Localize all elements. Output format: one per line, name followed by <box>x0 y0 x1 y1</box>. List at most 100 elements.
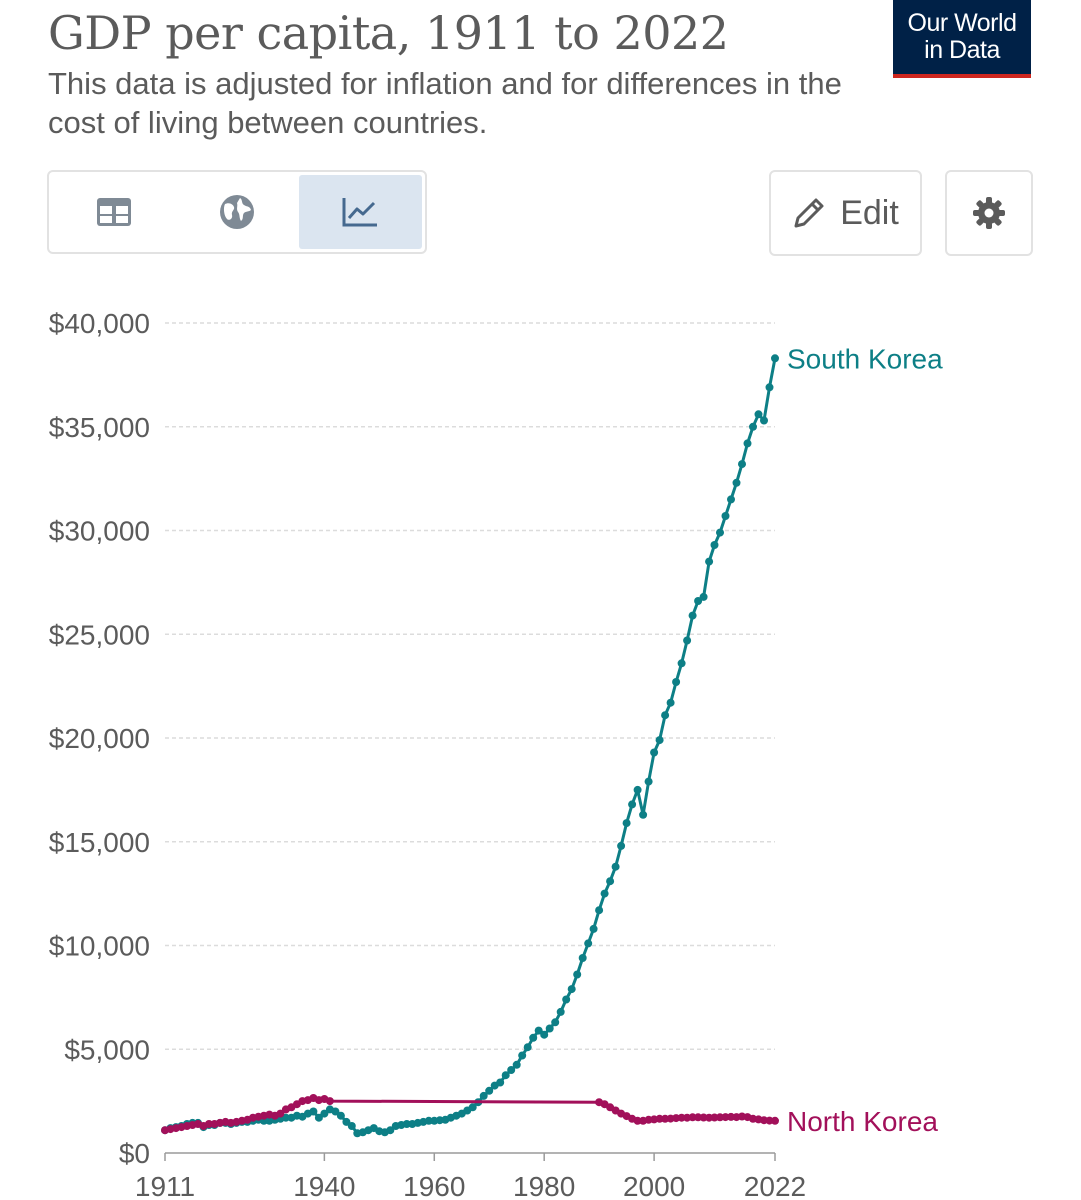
south-korea-point <box>710 541 719 549</box>
logo-line-1: Our World <box>907 9 1017 37</box>
y-tick-label: $0 <box>119 1138 150 1169</box>
south-korea-point <box>336 1111 345 1120</box>
south-korea-point <box>600 889 609 898</box>
south-korea-point <box>309 1107 318 1116</box>
south-korea-point <box>699 592 708 601</box>
south-korea-point <box>518 1051 527 1060</box>
south-korea-point <box>705 557 714 566</box>
south-korea-point <box>402 1120 411 1128</box>
x-tick-label: 2000 <box>623 1171 685 1200</box>
north-korea-point <box>771 1116 779 1125</box>
south-korea-point <box>496 1078 505 1087</box>
south-korea-point <box>650 748 659 757</box>
south-korea-point <box>760 416 768 425</box>
logo-line-2: in Data <box>924 36 1000 64</box>
y-tick-label: $25,000 <box>49 619 150 650</box>
x-tick-label: 1911 <box>135 1171 195 1200</box>
south-korea-point <box>595 906 604 915</box>
south-korea-point <box>743 439 752 448</box>
south-korea-point <box>611 862 620 871</box>
north-korea-point <box>677 1113 686 1122</box>
south-korea-point <box>479 1091 488 1100</box>
south-korea-point <box>683 636 692 645</box>
chart-subtitle: This data is adjusted for inflation and … <box>48 66 842 140</box>
settings-button[interactable] <box>945 170 1033 256</box>
owid-logo[interactable]: Our World in Data <box>893 0 1031 78</box>
y-tick-label: $10,000 <box>49 931 150 962</box>
south-korea-point <box>331 1107 340 1116</box>
south-korea-point <box>523 1043 532 1052</box>
south-korea-point <box>485 1086 494 1095</box>
y-tick-label: $20,000 <box>49 723 150 754</box>
north-korea-point <box>633 1116 642 1125</box>
south-korea-point <box>644 777 653 786</box>
y-tick-label: $5,000 <box>64 1034 150 1065</box>
south-korea-point <box>584 939 593 948</box>
south-korea-point <box>556 1007 565 1016</box>
tab-chart[interactable] <box>298 175 422 249</box>
y-tick-label: $30,000 <box>49 516 150 547</box>
south-korea-point <box>320 1109 329 1118</box>
y-tick-label: $40,000 <box>49 308 150 339</box>
south-korea-point <box>567 985 576 994</box>
south-korea-point <box>628 800 637 809</box>
south-korea-point <box>765 383 774 392</box>
north-korea-point <box>205 1120 213 1128</box>
south-korea-point <box>540 1030 549 1039</box>
south-korea-point <box>562 995 571 1004</box>
pencil-icon <box>794 198 824 228</box>
south-korea-point <box>501 1071 510 1080</box>
south-korea-point <box>578 954 587 962</box>
south-korea-point <box>677 659 686 668</box>
north-korea-point <box>688 1113 697 1122</box>
south-korea-point <box>512 1060 521 1069</box>
x-tick-label: 1980 <box>513 1171 575 1200</box>
south-korea-point <box>507 1066 516 1074</box>
y-tick-label: $15,000 <box>49 827 150 858</box>
south-korea-point <box>666 698 675 707</box>
south-korea-point <box>622 819 631 828</box>
south-korea-point <box>281 1113 290 1122</box>
south-korea-point <box>771 354 779 363</box>
chart-title: GDP per capita, 1911 to 2022 <box>48 6 729 60</box>
south-korea-point <box>347 1122 356 1130</box>
edit-button[interactable]: Edit <box>769 170 922 256</box>
x-tick-label: 2022 <box>744 1171 806 1200</box>
south-korea-point <box>606 877 615 886</box>
south-korea-point <box>424 1116 433 1125</box>
line-chart-icon <box>342 198 378 227</box>
south-korea-point <box>551 1018 560 1027</box>
south-korea-point <box>732 478 741 487</box>
south-korea-point <box>661 711 670 720</box>
gear-icon <box>973 197 1005 229</box>
south-korea-point <box>738 460 746 469</box>
y-tick-label: $35,000 <box>49 412 150 443</box>
x-tick-label: 1960 <box>403 1171 465 1200</box>
south-korea-point <box>633 785 642 794</box>
south-korea-point <box>688 611 697 620</box>
south-korea-point <box>529 1033 538 1042</box>
south-korea-point <box>534 1026 543 1035</box>
south-korea-point <box>716 528 724 537</box>
north-korea-point <box>655 1114 664 1123</box>
south-korea-point <box>694 597 703 605</box>
south-korea-point <box>754 410 763 419</box>
north-korea-point <box>325 1097 334 1106</box>
tab-table[interactable] <box>52 175 175 249</box>
south-korea-point <box>639 810 648 819</box>
south-korea-point <box>721 512 730 520</box>
edit-button-label: Edit <box>840 193 899 232</box>
x-tick-label: 1940 <box>293 1171 355 1200</box>
north-korea-label: North Korea <box>787 1106 938 1137</box>
south-korea-point <box>545 1024 554 1033</box>
south-korea-point <box>617 841 626 850</box>
south-korea-line <box>164 358 777 1135</box>
tab-map[interactable] <box>175 175 298 249</box>
table-icon <box>96 198 131 226</box>
south-korea-point <box>589 924 598 933</box>
south-korea-point <box>314 1113 323 1122</box>
south-korea-point <box>727 495 735 504</box>
south-korea-point <box>573 970 582 979</box>
view-tabs <box>47 170 427 254</box>
